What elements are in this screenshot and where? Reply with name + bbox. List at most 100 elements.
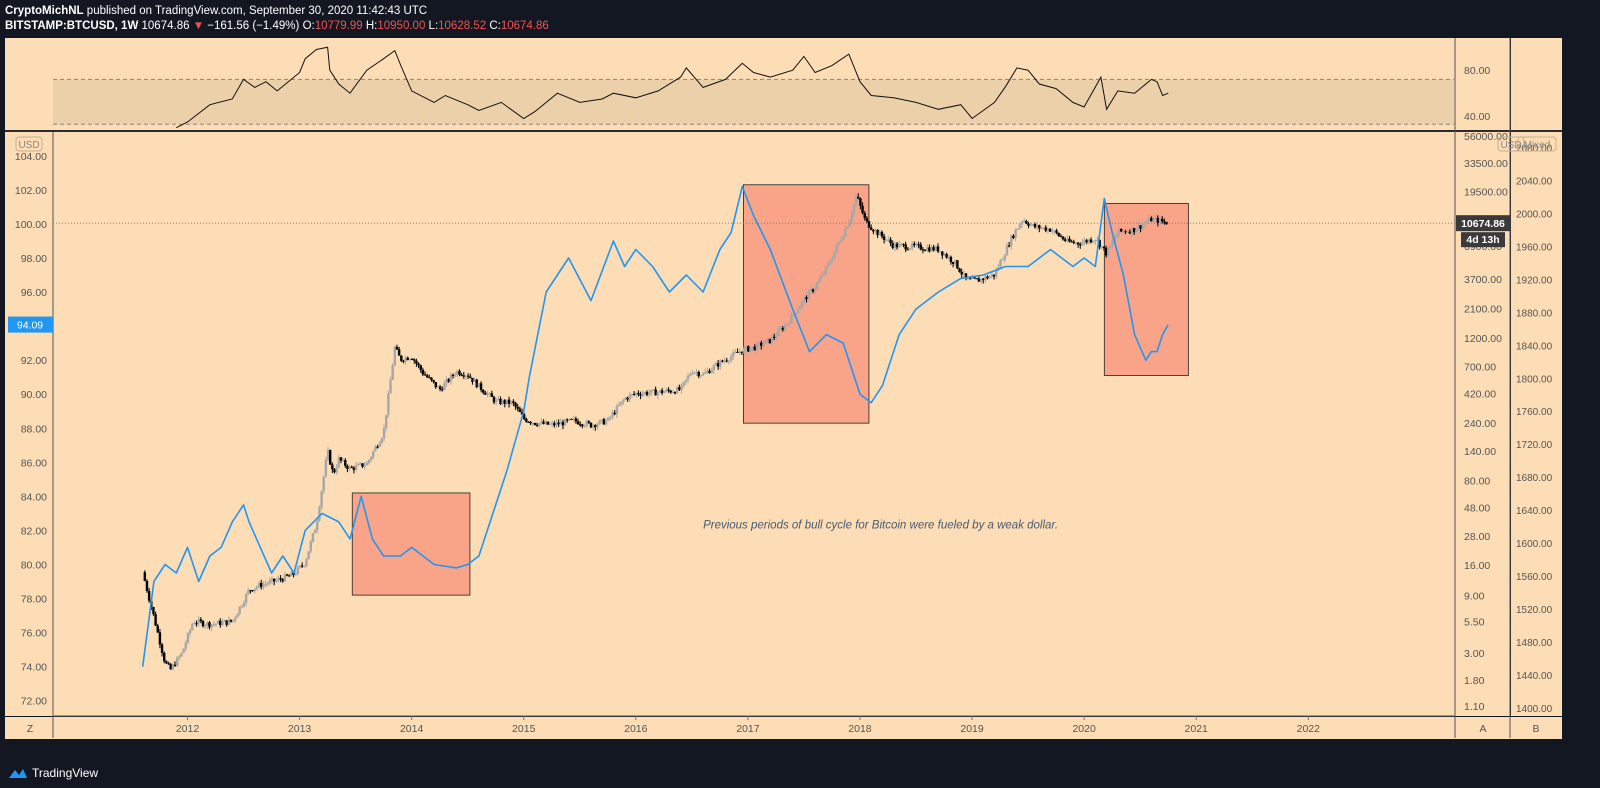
mixed-tick-label: 1640.00 (1516, 506, 1553, 517)
btc-candle-body (178, 656, 181, 658)
btc-candle-body (354, 465, 358, 470)
rsi-right-blank (1511, 38, 1562, 130)
btc-candle-body (1085, 240, 1088, 243)
btc-candle-body (699, 375, 703, 377)
right-tick-label: 48.00 (1464, 502, 1490, 514)
btc-candle-body (891, 243, 894, 248)
mixed-tick-label: 2080.00 (1516, 144, 1553, 155)
time-axis-bg (5, 717, 1562, 739)
btc-candle-body (660, 390, 664, 394)
btc-candle-body (234, 617, 237, 620)
btc-candle-body (958, 268, 961, 272)
btc-candle-body (322, 476, 325, 492)
btc-candle-body (428, 377, 431, 379)
btc-candle-body (260, 582, 263, 588)
tradingview-logo[interactable]: TradingView (8, 766, 98, 780)
btc-candle-body (469, 376, 472, 378)
btc-candle-body (783, 324, 787, 330)
btc-candle-body (667, 389, 670, 391)
btc-candle-body (430, 377, 433, 381)
btc-candle-body (861, 205, 864, 214)
btc-candle-body (984, 276, 987, 280)
tradingview-brand: TradingView (32, 766, 99, 780)
btc-candle-body (163, 652, 166, 662)
btc-candle-body (751, 346, 754, 349)
btc-candle-body (540, 421, 543, 424)
btc-candle-body (331, 464, 334, 470)
btc-candle-body (740, 351, 744, 353)
left-tick-label: 74.00 (21, 662, 47, 674)
btc-candle-body (348, 466, 351, 470)
rsi-tick-label: 40.00 (1464, 111, 1490, 123)
btc-candle-body (969, 278, 972, 280)
btc-candle-body (697, 372, 700, 377)
highlight-box (1103, 203, 1189, 376)
btc-candle-body (555, 422, 558, 426)
mixed-tick-label: 1760.00 (1516, 407, 1553, 418)
btc-candle-body (691, 373, 694, 375)
btc-candle-body (762, 343, 765, 346)
btc-candle-body (915, 244, 918, 246)
chart-canvas[interactable]: 80.00 40.00 104.00 102.00 100.00 98.00 96.00 94… (0, 0, 1600, 760)
btc-candle-body (143, 572, 147, 581)
btc-candle-body (503, 400, 506, 404)
btc-candle-body (206, 622, 209, 626)
high-value: 10950.00 (377, 20, 426, 32)
btc-candle-body (531, 422, 534, 424)
btc-candle-body (479, 383, 483, 391)
btc-candle-body (471, 377, 474, 382)
btc-candle-body (624, 397, 627, 400)
publisher-name[interactable]: CryptoMichNL (5, 5, 84, 17)
symbol-label[interactable]: BITSTAMP:BTCUSD, 1W (5, 20, 139, 32)
btc-candle-body (550, 423, 554, 425)
btc-candle-body (473, 379, 476, 382)
btc-candle-body (335, 467, 338, 473)
btc-candle-body (352, 467, 356, 470)
symbol-line: BITSTAMP:BTCUSD, 1W 10674.86 ▼ −161.56 (… (5, 18, 549, 34)
btc-candle-body (561, 421, 565, 426)
btc-candle-body (872, 229, 875, 232)
btc-candle-body (682, 381, 685, 386)
btc-candle-body (225, 620, 228, 625)
btc-candle-body (372, 451, 375, 457)
btc-candle-body (236, 614, 239, 618)
btc-candle-body (387, 393, 390, 415)
btc-candle-body (311, 533, 315, 542)
btc-candle-body (395, 346, 399, 350)
btc-candle-body (1096, 239, 1099, 241)
btc-candle-body (1012, 235, 1015, 238)
btc-candle-body (859, 198, 862, 206)
btc-candle-body (268, 580, 272, 584)
btc-candle-body (645, 392, 649, 395)
btc-candle-body (175, 657, 179, 666)
btc-candle-body (701, 373, 705, 376)
btc-candle-body (768, 338, 772, 344)
btc-candle-body (807, 291, 810, 300)
btc-candle-body (1023, 220, 1026, 222)
btc-candle-body (639, 394, 642, 396)
mixed-tick-label: 1920.00 (1516, 275, 1553, 286)
btc-candle-body (607, 417, 610, 421)
btc-candle-body (559, 421, 563, 425)
btc-candle-body (350, 466, 353, 468)
rsi-band (53, 79, 1454, 125)
btc-candle-body (1010, 235, 1013, 247)
btc-candle-body (1053, 230, 1056, 232)
mixed-tick-label: 1720.00 (1516, 440, 1553, 451)
btc-candle-body (191, 624, 194, 630)
btc-candle-body (557, 422, 560, 425)
btc-candle-body (982, 278, 985, 280)
btc-candle-body (850, 213, 853, 221)
btc-candle-body (359, 463, 362, 465)
chart-annotation: Previous periods of bull cycle for Bitco… (703, 520, 1058, 532)
btc-candle-body (704, 372, 707, 374)
btc-candle-body (818, 278, 821, 283)
btc-candle-body (464, 375, 468, 377)
price-change: −161.56 (−1.49%) (207, 20, 300, 32)
right-tick-label: 3700.00 (1464, 274, 1502, 286)
right-tick-label: 80.00 (1464, 476, 1490, 488)
btc-candle-body (238, 606, 241, 615)
b-scale-button: B (1532, 723, 1539, 735)
right-tick-label: 5.50 (1464, 616, 1485, 628)
btc-candle-body (1040, 227, 1043, 229)
